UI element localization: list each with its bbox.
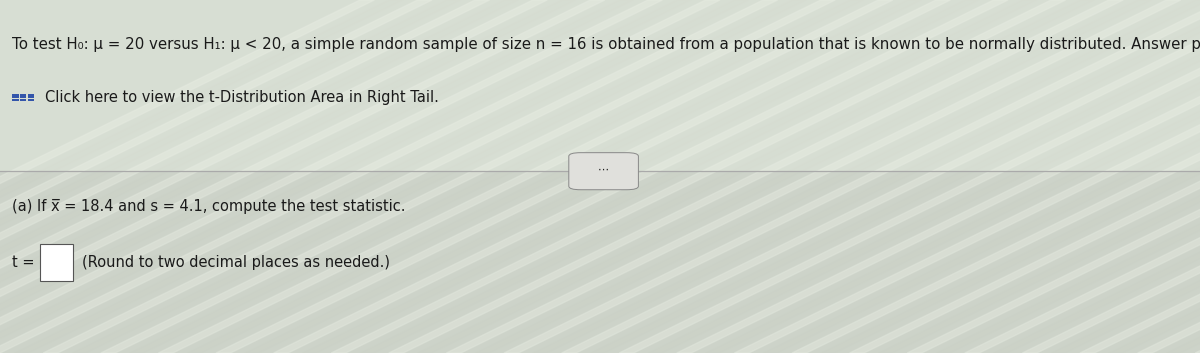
Polygon shape [792, 0, 1200, 353]
Text: (a) If x̅ = 18.4 and s = 4.1, compute the test statistic.: (a) If x̅ = 18.4 and s = 4.1, compute th… [12, 199, 406, 214]
Polygon shape [446, 0, 1181, 353]
Polygon shape [72, 0, 806, 353]
Polygon shape [821, 0, 1200, 353]
Polygon shape [936, 0, 1200, 353]
FancyBboxPatch shape [12, 96, 19, 98]
FancyBboxPatch shape [19, 98, 26, 101]
FancyBboxPatch shape [28, 98, 34, 101]
Polygon shape [1138, 0, 1200, 353]
Polygon shape [504, 0, 1200, 353]
Polygon shape [1051, 0, 1200, 353]
Polygon shape [0, 0, 634, 353]
Polygon shape [302, 0, 1037, 353]
Polygon shape [0, 0, 461, 353]
Polygon shape [0, 0, 576, 353]
Polygon shape [1022, 0, 1200, 353]
Polygon shape [245, 0, 979, 353]
Polygon shape [619, 0, 1200, 353]
Text: t =: t = [12, 256, 40, 270]
Polygon shape [389, 0, 1123, 353]
Polygon shape [533, 0, 1200, 353]
Polygon shape [158, 0, 893, 353]
Polygon shape [590, 0, 1200, 353]
Polygon shape [0, 0, 691, 353]
Polygon shape [1195, 0, 1200, 353]
Polygon shape [14, 0, 749, 353]
Polygon shape [734, 0, 1200, 353]
Polygon shape [0, 0, 662, 353]
Polygon shape [0, 0, 432, 353]
Polygon shape [677, 0, 1200, 353]
Text: ⋯: ⋯ [598, 164, 610, 174]
Polygon shape [0, 0, 605, 353]
FancyBboxPatch shape [28, 96, 34, 98]
Polygon shape [475, 0, 1200, 353]
Polygon shape [0, 0, 547, 353]
Polygon shape [1080, 0, 1200, 353]
Polygon shape [648, 0, 1200, 353]
Polygon shape [43, 0, 778, 353]
Polygon shape [562, 0, 1200, 353]
Polygon shape [418, 0, 1152, 353]
Polygon shape [274, 0, 1008, 353]
Polygon shape [0, 0, 403, 353]
Polygon shape [706, 0, 1200, 353]
Polygon shape [130, 0, 864, 353]
FancyBboxPatch shape [0, 0, 1200, 171]
Polygon shape [0, 0, 720, 353]
Polygon shape [0, 0, 518, 353]
Polygon shape [965, 0, 1200, 353]
Polygon shape [1166, 0, 1200, 353]
Polygon shape [907, 0, 1200, 353]
FancyBboxPatch shape [12, 98, 19, 101]
FancyBboxPatch shape [569, 152, 638, 190]
Polygon shape [878, 0, 1200, 353]
Polygon shape [763, 0, 1200, 353]
Text: (Round to two decimal places as needed.): (Round to two decimal places as needed.) [82, 256, 390, 270]
Polygon shape [331, 0, 1066, 353]
FancyBboxPatch shape [28, 94, 34, 96]
FancyBboxPatch shape [12, 94, 19, 96]
Polygon shape [360, 0, 1094, 353]
Polygon shape [0, 0, 490, 353]
Polygon shape [850, 0, 1200, 353]
FancyBboxPatch shape [19, 96, 26, 98]
Polygon shape [1109, 0, 1200, 353]
Polygon shape [187, 0, 922, 353]
Polygon shape [101, 0, 835, 353]
FancyBboxPatch shape [0, 171, 1200, 353]
Polygon shape [0, 0, 374, 353]
Text: To test H₀: μ = 20 versus H₁: μ < 20, a simple random sample of size n = 16 is o: To test H₀: μ = 20 versus H₁: μ < 20, a … [12, 37, 1200, 52]
FancyBboxPatch shape [40, 244, 73, 281]
Polygon shape [994, 0, 1200, 353]
Polygon shape [216, 0, 950, 353]
Text: Click here to view the t-Distribution Area in Right Tail.: Click here to view the t-Distribution Ar… [46, 90, 439, 104]
FancyBboxPatch shape [19, 94, 26, 96]
